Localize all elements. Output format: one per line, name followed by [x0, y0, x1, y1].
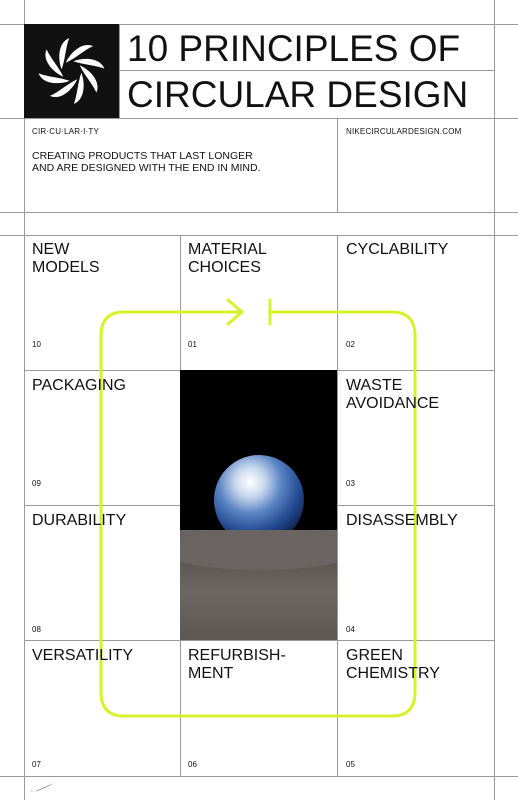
divider: [0, 212, 518, 213]
earthrise-photo: [180, 370, 337, 640]
principle-number: 01: [188, 340, 197, 349]
principle-cyclability: CYCLABILITY: [346, 241, 449, 258]
principle-number: 06: [188, 760, 197, 769]
principle-refurbishment: REFURBISH- MENT: [188, 647, 286, 682]
principle-packaging: PACKAGING: [32, 377, 126, 394]
principle-new-models: NEW MODELS: [32, 241, 100, 276]
move-to-zero-logo: [24, 24, 119, 118]
principle-versatility: VERSATILITY: [32, 647, 134, 664]
nike-move-to-zero-icon: [38, 38, 105, 104]
principle-material-choices: MATERIAL CHOICES: [188, 241, 267, 276]
principle-number: 10: [32, 340, 41, 349]
divider: [24, 640, 494, 641]
nike-swoosh-icon: [30, 783, 55, 792]
principle-durability: DURABILITY: [32, 512, 127, 529]
divider: [337, 235, 338, 776]
page-title-line-1: 10 PRINCIPLES OF: [127, 28, 461, 69]
principle-number: 02: [346, 340, 355, 349]
principle-number: 07: [32, 760, 41, 769]
principle-number: 08: [32, 625, 41, 634]
divider: [0, 776, 518, 777]
principle-number: 04: [346, 625, 355, 634]
principle-waste-avoidance: WASTE AVOIDANCE: [346, 377, 440, 412]
website-link[interactable]: NIKECIRCULARDESIGN.COM: [346, 127, 462, 136]
divider: [119, 24, 120, 118]
pronunciation: CIR·CU·LAR·I·TY: [32, 127, 99, 136]
description: CREATING PRODUCTS THAT LAST LONGER AND A…: [32, 150, 261, 174]
divider: [119, 70, 494, 71]
divider: [0, 118, 518, 119]
principle-disassembly: DISASSEMBLY: [346, 512, 458, 529]
principle-number: 05: [346, 760, 355, 769]
divider: [494, 0, 495, 800]
principle-number: 09: [32, 479, 41, 488]
divider: [24, 0, 25, 800]
page-title-line-2: CIRCULAR DESIGN: [127, 74, 469, 115]
principle-number: 03: [346, 479, 355, 488]
divider: [0, 24, 518, 25]
divider: [0, 235, 518, 236]
divider: [337, 118, 338, 212]
principle-green-chemistry: GREEN CHEMISTRY: [346, 647, 440, 682]
